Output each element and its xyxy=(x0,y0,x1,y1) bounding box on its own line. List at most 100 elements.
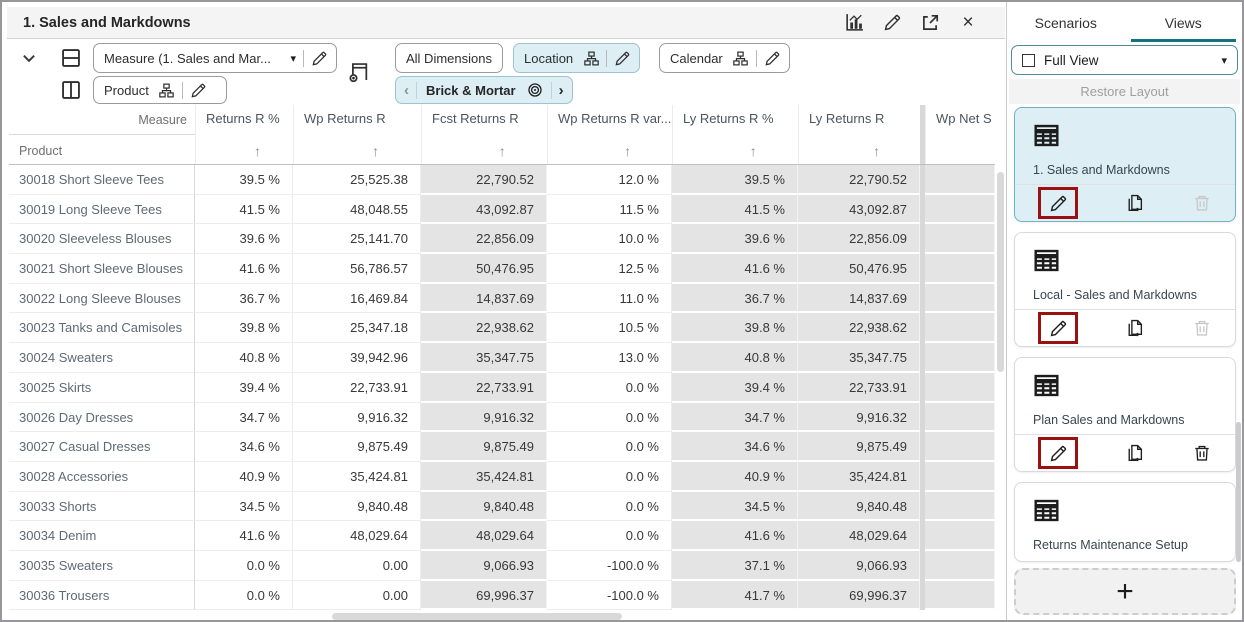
data-cell[interactable]: 41.5 % xyxy=(672,194,798,225)
row-header-product[interactable]: 30020 Sleeveless Blouses xyxy=(9,224,195,255)
tab-views[interactable]: Views xyxy=(1125,6,1243,42)
close-panel-icon[interactable]: × xyxy=(962,11,974,33)
column-header-3[interactable]: Fcst Returns R ↑ xyxy=(421,105,547,164)
data-cell[interactable]: 35,347.75 xyxy=(798,343,920,373)
duplicate-view-icon[interactable] xyxy=(1125,193,1145,213)
row-header-product[interactable]: 30033 Shorts xyxy=(9,491,195,522)
bullseye-target-icon[interactable] xyxy=(526,81,544,99)
row-header-product[interactable]: 30021 Short Sleeve Blouses xyxy=(9,254,195,284)
data-cell[interactable]: 35,424.81 xyxy=(293,461,421,492)
data-cell[interactable]: 10.0 % xyxy=(547,224,672,255)
data-cell[interactable]: 39.8 % xyxy=(672,313,798,344)
sort-ascending-icon[interactable]: ↑ xyxy=(254,143,261,159)
data-cell[interactable]: 11.0 % xyxy=(547,283,672,314)
data-cell[interactable]: 40.9 % xyxy=(195,461,293,492)
data-cell[interactable]: -100.0 % xyxy=(547,580,672,611)
data-cell[interactable]: 14,837.69 xyxy=(421,283,547,314)
data-cell[interactable]: 22,790.52 xyxy=(798,165,920,195)
data-cell[interactable]: 0.0 % xyxy=(547,491,672,522)
data-cell[interactable]: 39,942.96 xyxy=(293,343,421,373)
sort-ascending-icon[interactable]: ↑ xyxy=(372,143,380,159)
view-card[interactable]: Local - Sales and Markdowns xyxy=(1014,232,1236,347)
data-cell[interactable]: 0.0 % xyxy=(547,402,672,433)
data-cell[interactable]: 41.5 % xyxy=(195,194,293,225)
view-type-select[interactable]: Full View ▾ xyxy=(1011,45,1238,75)
data-cell[interactable]: 39.4 % xyxy=(195,372,293,403)
data-cell[interactable] xyxy=(925,402,995,433)
expand-panel-icon[interactable] xyxy=(919,12,941,34)
data-cell[interactable]: 22,733.91 xyxy=(798,372,920,403)
data-cell[interactable] xyxy=(925,461,995,492)
row-header-product[interactable]: 30036 Trousers xyxy=(9,580,195,611)
grid-vertical-scrollbar-thumb[interactable] xyxy=(997,172,1004,372)
edit-measures-icon[interactable] xyxy=(311,50,328,67)
data-cell[interactable]: 9,840.48 xyxy=(798,491,920,522)
data-cell[interactable]: 0.00 xyxy=(293,550,421,581)
data-cell[interactable]: 25,141.70 xyxy=(293,224,421,255)
data-cell[interactable]: 9,066.93 xyxy=(421,550,547,581)
chart-view-icon[interactable] xyxy=(843,12,865,34)
data-cell[interactable]: 39.8 % xyxy=(195,313,293,344)
all-dimensions-button[interactable]: All Dimensions xyxy=(395,43,503,73)
data-cell[interactable]: 0.0 % xyxy=(547,372,672,403)
data-cell[interactable]: 56,786.57 xyxy=(293,254,421,284)
data-cell[interactable]: 22,938.62 xyxy=(798,313,920,344)
row-header-product[interactable]: 30026 Day Dresses xyxy=(9,402,195,433)
dropdown-caret-icon[interactable]: ▾ xyxy=(290,52,296,65)
column-header-6[interactable]: Ly Returns R ↑ xyxy=(798,105,920,164)
data-cell[interactable] xyxy=(925,194,995,225)
column-header-7[interactable]: Wp Net S xyxy=(925,105,995,164)
data-cell[interactable]: 37.1 % xyxy=(672,550,798,581)
column-axis-icon[interactable] xyxy=(59,46,83,70)
edit-view-icon[interactable] xyxy=(1048,318,1068,338)
sort-ascending-icon[interactable]: ↑ xyxy=(498,143,506,159)
view-card[interactable]: Plan Sales and Markdowns xyxy=(1014,357,1236,472)
row-header-product[interactable]: 30024 Sweaters xyxy=(9,343,195,373)
delete-view-icon[interactable] xyxy=(1192,443,1212,463)
row-axis-icon[interactable] xyxy=(59,78,83,102)
data-cell[interactable]: 34.5 % xyxy=(195,491,293,522)
data-cell[interactable] xyxy=(925,491,995,522)
data-cell[interactable]: 35,424.81 xyxy=(421,461,547,492)
data-cell[interactable]: 9,875.49 xyxy=(421,432,547,462)
data-cell[interactable]: 48,029.64 xyxy=(293,521,421,551)
tab-scenarios[interactable]: Scenarios xyxy=(1007,6,1125,40)
data-cell[interactable]: 48,029.64 xyxy=(421,521,547,551)
data-cell[interactable]: 50,476.95 xyxy=(798,254,920,284)
data-cell[interactable]: 9,916.32 xyxy=(798,402,920,433)
previous-member-chevron-icon[interactable]: ‹ xyxy=(404,81,409,99)
data-cell[interactable]: 39.6 % xyxy=(195,224,293,255)
data-cell[interactable]: 36.7 % xyxy=(672,283,798,314)
data-cell[interactable]: 12.5 % xyxy=(547,254,672,284)
edit-location-icon[interactable] xyxy=(614,50,631,67)
hierarchy-icon[interactable] xyxy=(583,50,599,66)
row-header-product[interactable]: 30028 Accessories xyxy=(9,461,195,492)
row-header-product[interactable]: 30022 Long Sleeve Blouses xyxy=(9,283,195,314)
data-cell[interactable]: 22,733.91 xyxy=(293,372,421,403)
data-cell[interactable] xyxy=(925,550,995,581)
data-cell[interactable] xyxy=(925,313,995,344)
data-cell[interactable]: 69,996.37 xyxy=(798,580,920,611)
data-cell[interactable] xyxy=(925,432,995,462)
row-header-product[interactable]: 30023 Tanks and Camisoles xyxy=(9,313,195,344)
grid-horizontal-scrollbar-thumb[interactable] xyxy=(332,612,622,620)
edit-calendar-icon[interactable] xyxy=(764,50,781,67)
data-cell[interactable]: 9,066.93 xyxy=(798,550,920,581)
data-cell[interactable]: 22,938.62 xyxy=(421,313,547,344)
row-header-product[interactable]: 30025 Skirts xyxy=(9,372,195,403)
restore-layout-button[interactable]: Restore Layout xyxy=(1009,79,1240,104)
data-cell[interactable]: 9,875.49 xyxy=(293,432,421,462)
data-cell[interactable]: 39.5 % xyxy=(672,165,798,195)
edit-view-icon[interactable] xyxy=(881,12,903,34)
data-cell[interactable] xyxy=(925,343,995,373)
data-cell[interactable]: 9,916.32 xyxy=(293,402,421,433)
data-cell[interactable]: 48,029.64 xyxy=(798,521,920,551)
data-cell[interactable]: 0.0 % xyxy=(547,432,672,462)
data-cell[interactable]: 0.0 % xyxy=(547,521,672,551)
data-cell[interactable]: 41.6 % xyxy=(195,254,293,284)
data-cell[interactable]: 9,840.48 xyxy=(421,491,547,522)
data-cell[interactable] xyxy=(925,580,995,611)
edit-view-icon[interactable] xyxy=(1048,193,1068,213)
data-cell[interactable] xyxy=(925,521,995,551)
sidebar-scrollbar-thumb[interactable] xyxy=(1236,422,1241,562)
